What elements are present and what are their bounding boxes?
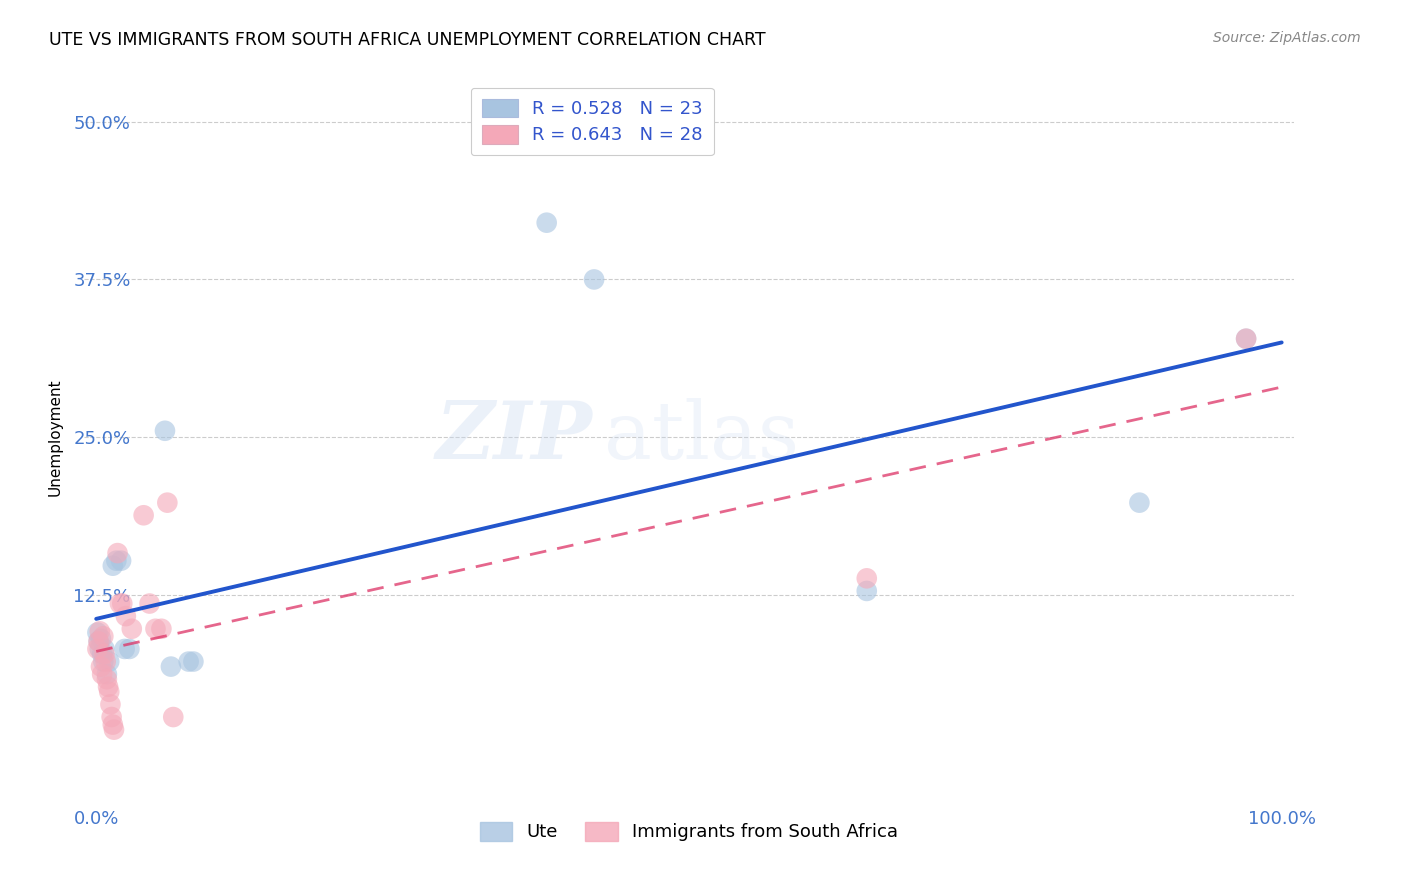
Point (91, 655, 114, 669)
Point (162, 710, 184, 724)
Point (115, 609, 138, 624)
Point (87, 634, 110, 648)
Point (96, 667, 118, 681)
Point (108, 597, 131, 611)
Text: ZIP: ZIP (436, 399, 592, 475)
Point (90, 659, 112, 673)
Point (121, 622, 143, 636)
Point (1234, 332, 1257, 346)
Point (87, 634, 110, 648)
Point (105, 554, 128, 568)
Point (100, 698, 122, 712)
Point (94, 655, 117, 669)
Point (96, 672, 118, 686)
Point (1128, 496, 1150, 510)
Point (132, 508, 155, 523)
Point (536, 216, 558, 230)
Point (93, 642, 115, 657)
Text: UTE VS IMMIGRANTS FROM SOUTH AFRICA UNEMPLOYMENT CORRELATION CHART: UTE VS IMMIGRANTS FROM SOUTH AFRICA UNEM… (49, 31, 766, 49)
Text: atlas: atlas (605, 398, 800, 476)
Text: Source: ZipAtlas.com: Source: ZipAtlas.com (1213, 31, 1361, 45)
Point (90, 632, 112, 646)
Point (86, 642, 108, 657)
Point (98, 685, 121, 699)
Y-axis label: Unemployment: Unemployment (48, 378, 62, 496)
Point (855, 571, 877, 585)
Point (114, 642, 136, 657)
Point (160, 659, 183, 673)
Point (183, 655, 205, 669)
Point (98, 655, 121, 669)
Point (91, 647, 114, 661)
Point (86, 625, 108, 640)
Point (93, 647, 115, 661)
Legend: Ute, Immigrants from South Africa: Ute, Immigrants from South Africa (472, 814, 905, 848)
Point (89, 624, 111, 639)
Point (138, 597, 160, 611)
Point (583, 272, 606, 286)
Point (103, 723, 125, 737)
Point (110, 554, 132, 568)
Point (101, 558, 124, 573)
Point (107, 546, 129, 560)
Point (100, 710, 122, 724)
Point (153, 424, 176, 438)
Point (156, 496, 179, 510)
Point (177, 655, 200, 669)
Point (91, 629, 114, 643)
Point (118, 642, 141, 657)
Point (111, 597, 134, 611)
Point (855, 583, 877, 598)
Point (150, 622, 173, 636)
Point (1234, 332, 1257, 346)
Point (91, 667, 114, 681)
Point (145, 622, 167, 636)
Point (89, 642, 111, 657)
Point (101, 717, 124, 731)
Point (97, 680, 120, 694)
